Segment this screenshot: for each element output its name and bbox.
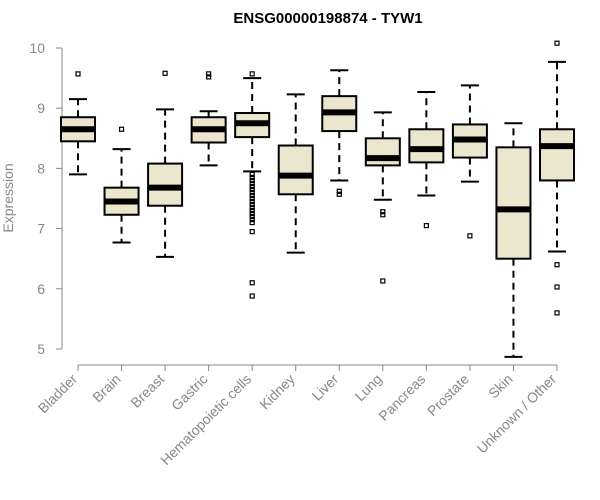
x-tick-label: Kidney <box>256 371 298 413</box>
y-tick-label: 7 <box>37 221 45 237</box>
outlier-point <box>380 212 386 218</box>
y-axis-label: Expression <box>0 163 16 232</box>
outlier-point <box>249 198 255 205</box>
outlier-point <box>249 180 255 187</box>
outlier-point <box>380 278 386 284</box>
outlier-point <box>554 262 560 268</box>
y-tick-label: 10 <box>29 40 45 56</box>
x-tick-label: Pancreas <box>375 371 428 424</box>
outlier-point <box>249 71 255 77</box>
x-tick-label: Unknown / Other <box>474 371 560 457</box>
outlier-point <box>249 213 255 220</box>
outlier-point <box>249 207 255 214</box>
x-tick-label: Lung <box>352 371 385 404</box>
y-axis: 5 6 7 8 9 10 <box>29 40 63 357</box>
outlier-point <box>249 174 255 181</box>
outlier-point <box>162 70 168 76</box>
outlier-point <box>249 189 255 196</box>
box-pancreas <box>408 90 445 229</box>
iqr-box <box>408 128 445 164</box>
chart-title: ENSG00000198874 - TYW1 <box>233 10 422 27</box>
outlier-point <box>249 219 255 226</box>
box-bladder <box>60 71 96 176</box>
outlier-point <box>206 74 212 80</box>
outlier-point <box>336 188 342 194</box>
outlier-point <box>554 284 560 290</box>
outlier-point <box>554 40 560 46</box>
x-tick-label: Breast <box>127 371 167 411</box>
outlier-point <box>118 126 125 132</box>
outlier-point <box>249 293 255 299</box>
iqr-box <box>364 137 401 167</box>
box-group <box>60 40 575 358</box>
outlier-point <box>249 229 255 235</box>
box-hematopoietic-cells <box>234 71 271 299</box>
outlier-point <box>249 216 255 223</box>
outlier-point <box>423 222 429 229</box>
iqr-box <box>495 146 532 260</box>
box-skin <box>495 122 532 358</box>
y-tick-label: 5 <box>37 341 45 357</box>
iqr-box <box>147 162 184 207</box>
outlier-point <box>75 71 81 77</box>
x-tick-label: Brain <box>89 371 123 405</box>
outlier-point <box>554 310 560 316</box>
iqr-box <box>539 128 575 182</box>
x-tick-label: Skin <box>485 371 516 402</box>
outlier-point <box>249 204 255 211</box>
outlier-point <box>249 210 255 217</box>
y-tick-label: 8 <box>37 160 45 176</box>
box-breast <box>147 70 184 258</box>
box-kidney <box>277 93 314 254</box>
iqr-box <box>277 144 314 196</box>
box-lung <box>364 111 401 284</box>
outlier-point <box>249 192 255 199</box>
outlier-point <box>249 183 255 190</box>
x-tick-label: Liver <box>309 371 342 404</box>
x-tick-label: Prostate <box>424 371 472 419</box>
outlier-point <box>467 233 473 239</box>
outlier-point <box>249 280 255 286</box>
box-gastric <box>190 71 227 167</box>
outlier-point <box>249 177 255 184</box>
outlier-point <box>206 71 212 77</box>
y-tick-label: 9 <box>37 100 45 116</box>
outlier-point <box>249 195 255 202</box>
box-brain <box>103 126 140 244</box>
box-prostate <box>451 84 488 239</box>
box-liver <box>321 69 358 197</box>
box-unknown-other <box>539 40 575 316</box>
outlier-point <box>249 186 255 193</box>
outlier-point <box>336 191 342 197</box>
outlier-point <box>249 171 255 178</box>
outlier-point <box>249 201 255 208</box>
x-tick-label: Gastric <box>168 371 211 414</box>
y-tick-label: 6 <box>37 281 45 297</box>
outlier-point <box>380 209 386 215</box>
x-tick-label: Bladder <box>35 371 81 417</box>
